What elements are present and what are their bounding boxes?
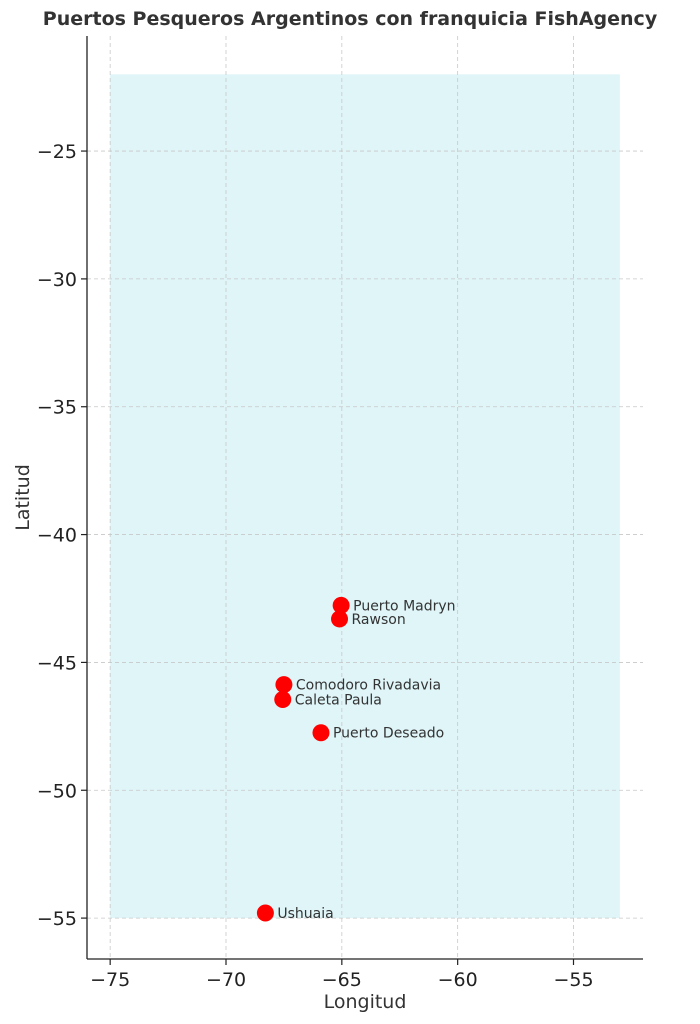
y-tick-label: −50: [37, 780, 77, 802]
port-label: Puerto Deseado: [333, 726, 444, 742]
port-marker[interactable]: [332, 596, 350, 614]
port-marker[interactable]: [274, 690, 292, 708]
x-tick-label: −55: [553, 969, 593, 991]
port-label: Ushuaia: [277, 906, 333, 922]
y-tick-label: −30: [37, 269, 77, 291]
y-axis-label: Latitud: [12, 464, 34, 531]
port-label: Rawson: [352, 612, 406, 628]
x-tick-label: −75: [90, 969, 130, 991]
port-marker[interactable]: [275, 676, 293, 694]
port-label: Caleta Paula: [295, 692, 382, 708]
x-tick-label: −70: [206, 969, 246, 991]
y-tick-label: −35: [37, 397, 77, 419]
y-tick-label: −55: [37, 908, 77, 930]
port-label: Comodoro Rivadavia: [296, 678, 441, 694]
y-tick-label: −45: [37, 652, 77, 674]
port-marker[interactable]: [256, 904, 274, 922]
chart-title: Puertos Pesqueros Argentinos con franqui…: [42, 8, 658, 30]
port-marker[interactable]: [312, 724, 330, 742]
x-tick-label: −65: [322, 969, 362, 991]
y-tick-label: −25: [37, 141, 77, 163]
port-marker[interactable]: [331, 610, 349, 628]
ocean-region: [110, 74, 620, 919]
x-axis-label: Longitud: [324, 991, 407, 1013]
x-tick-label: −60: [438, 969, 478, 991]
port-label: Puerto Madryn: [353, 598, 455, 614]
y-tick-label: −40: [37, 525, 77, 547]
